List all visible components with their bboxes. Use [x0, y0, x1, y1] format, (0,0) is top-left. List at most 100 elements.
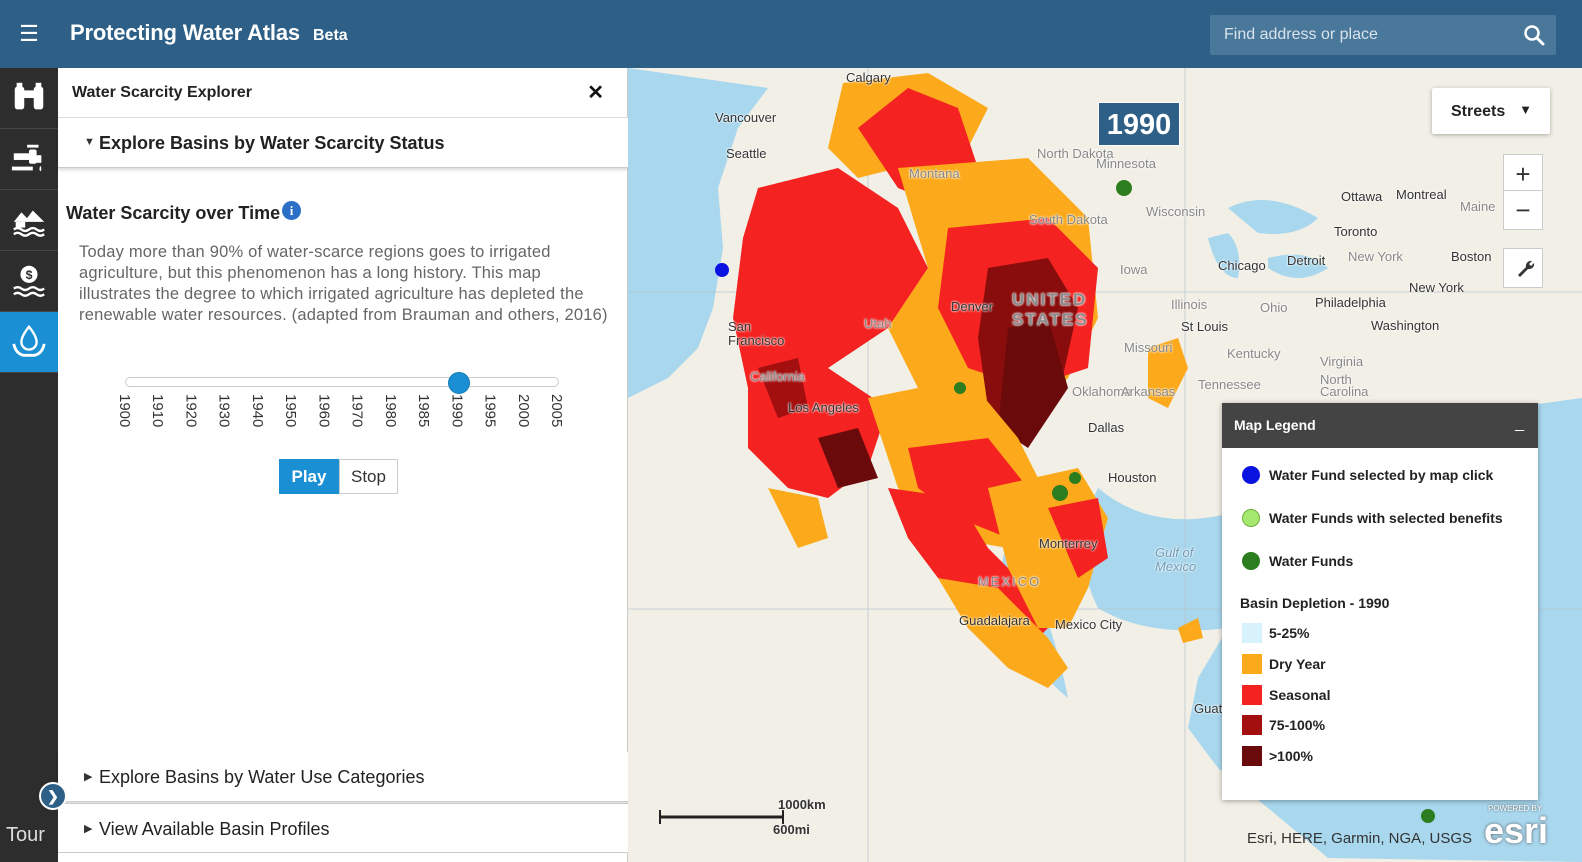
legend-item: 5-25%: [1242, 623, 1309, 643]
legend-swatch: [1242, 623, 1262, 643]
legend-header: Map Legend _: [1222, 403, 1538, 448]
slider-tick-label: 1950: [282, 394, 300, 428]
map-label: Guadalajara: [959, 613, 1030, 628]
legend-dot: [1242, 552, 1260, 570]
map-label: Minnesota: [1096, 156, 1156, 171]
water-scarcity-panel: Water Scarcity Explorer ✕ ▼ Explore Basi…: [58, 68, 628, 862]
legend-swatch: [1242, 654, 1262, 674]
map-legend: Map Legend _ Water Fund selected by map …: [1222, 403, 1538, 800]
app-title: Protecting Water Atlas: [70, 20, 300, 45]
basemap-selector[interactable]: Streets ▼: [1432, 88, 1550, 134]
section-scarcity-status[interactable]: ▼ Explore Basins by Water Scarcity Statu…: [58, 118, 628, 168]
map-label: Houston: [1108, 470, 1157, 485]
map-label: Montreal: [1396, 187, 1447, 202]
map-label: Los Angeles: [788, 400, 859, 415]
zoom-in-button[interactable]: +: [1503, 154, 1543, 194]
basemap: [628, 68, 1582, 862]
sidebar-tool-water-scarcity[interactable]: [0, 312, 58, 373]
slider-tick-label: 1990: [448, 394, 466, 428]
tools-button[interactable]: [1503, 248, 1543, 288]
map-label: Denver: [951, 299, 993, 314]
map-label: California: [750, 369, 805, 384]
slider-tick-label: 2000: [514, 394, 532, 428]
sidebar-tool-funding[interactable]: $: [0, 251, 58, 312]
sidebar-tool-explore[interactable]: [0, 68, 58, 129]
slider-tick-label: 1930: [215, 394, 233, 428]
map-label: San Francisco: [728, 319, 785, 348]
legend-dot: [1242, 466, 1260, 484]
legend-item: 75-100%: [1242, 715, 1325, 735]
map-label: Detroit: [1287, 253, 1326, 268]
description-text: Today more than 90% of water-scarce regi…: [79, 243, 608, 324]
legend-label: Water Fund selected by map click: [1269, 467, 1494, 483]
map-label: UNITED STATES: [1012, 290, 1089, 329]
search-icon[interactable]: [1522, 23, 1546, 47]
slider-tick-label: 1910: [149, 394, 167, 428]
legend-label: 75-100%: [1269, 717, 1326, 733]
map-label: Boston: [1451, 249, 1492, 264]
binoculars-icon: [14, 82, 44, 110]
search-input[interactable]: [1210, 15, 1510, 55]
map-attribution: Esri, HERE, Garmin, NGA, USGS: [1247, 830, 1473, 847]
panel-title: Water Scarcity Explorer: [72, 84, 252, 101]
svg-text:$: $: [26, 268, 33, 282]
close-icon[interactable]: ✕: [587, 82, 604, 104]
tour-button[interactable]: Tour: [6, 824, 45, 846]
water-tap-icon: [11, 144, 42, 172]
map-label: Montana: [909, 166, 960, 181]
map-label: Missouri: [1124, 340, 1173, 355]
legend-dot: [1242, 509, 1260, 527]
map-label: Mexico City: [1055, 617, 1123, 632]
caret-right-icon: ▶: [84, 771, 93, 783]
map-label: MEXICO: [978, 574, 1042, 589]
year-slider-handle[interactable]: [448, 372, 471, 394]
stop-button[interactable]: Stop: [339, 459, 398, 494]
sidebar-tool-water-use[interactable]: [0, 129, 58, 190]
zoom-out-button[interactable]: −: [1503, 190, 1543, 230]
expand-chevron-icon[interactable]: ❯: [39, 782, 67, 810]
caret-down-icon: ▼: [84, 136, 95, 148]
legend-label: Seasonal: [1269, 687, 1331, 703]
legend-label: >100%: [1269, 748, 1313, 764]
slider-tick-label: 1995: [481, 394, 499, 428]
section-subtitle: Water Scarcity over Time: [66, 203, 281, 223]
legend-label: Dry Year: [1269, 656, 1326, 672]
map-label: Vancouver: [715, 110, 777, 125]
legend-item: Dry Year: [1242, 654, 1326, 674]
scale-mi: 600mi: [773, 822, 810, 837]
section-water-use[interactable]: ▶ Explore Basins by Water Use Categories: [58, 752, 628, 802]
map-label: Dallas: [1088, 420, 1125, 435]
map-label: Virginia: [1320, 354, 1364, 369]
map-view[interactable]: Calgary Vancouver Seattle North Dakota M…: [628, 68, 1582, 862]
map-label: Philadelphia: [1315, 295, 1386, 310]
map-label: Tennessee: [1198, 377, 1261, 392]
legend-item: Water Fund selected by map click: [1242, 466, 1493, 484]
section-basin-profiles[interactable]: ▶ View Available Basin Profiles: [58, 803, 628, 853]
legend-item: Water Funds with selected benefits: [1242, 509, 1503, 527]
legend-label: Water Funds with selected benefits: [1269, 510, 1503, 526]
year-display: 1990: [1098, 102, 1180, 146]
legend-label: 5-25%: [1269, 625, 1310, 641]
caret-right-icon: ▶: [84, 823, 93, 835]
menu-icon[interactable]: ☰: [19, 21, 39, 46]
map-label: Monterrey: [1039, 536, 1098, 551]
tool-sidebar: $ ❯ Tour: [0, 68, 67, 862]
map-label: North Dakota: [1037, 146, 1114, 161]
slider-tick-label: 1940: [248, 394, 266, 428]
legend-item: Seasonal: [1242, 685, 1330, 705]
esri-powered-label: POWERED BY: [1488, 804, 1543, 813]
search-box: [1210, 15, 1556, 55]
beta-badge: Beta: [313, 27, 348, 44]
section-label: Explore Basins by Water Use Categories: [99, 767, 425, 787]
wrench-icon: [1518, 260, 1535, 277]
map-label: Gulf of Mexico: [1155, 545, 1197, 574]
sidebar-tool-landscape[interactable]: [0, 190, 58, 251]
minimize-icon[interactable]: _: [1515, 415, 1524, 432]
slider-tick-label: 2005: [548, 394, 565, 428]
info-icon[interactable]: i: [282, 201, 301, 220]
year-slider-track[interactable]: [125, 377, 559, 387]
map-label: Washington: [1371, 318, 1440, 333]
play-button[interactable]: Play: [279, 459, 339, 494]
section-label: View Available Basin Profiles: [99, 819, 330, 839]
legend-swatch: [1242, 685, 1262, 705]
